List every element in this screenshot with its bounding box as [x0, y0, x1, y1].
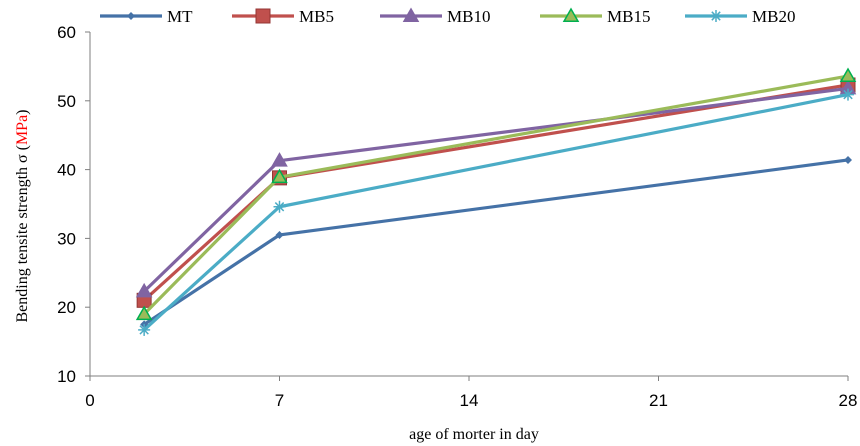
data-point-mb15	[839, 67, 857, 83]
series	[135, 67, 857, 336]
x-tick-label: 7	[275, 391, 284, 410]
legend-marker-mb5	[255, 8, 271, 24]
legend-label-mb5: MB5	[299, 7, 334, 26]
y-tick-label: 10	[57, 367, 76, 386]
legend-marker-mt	[127, 12, 135, 20]
y-tick-label: 30	[57, 229, 76, 248]
series-line-mb10	[143, 86, 849, 293]
legend-item-mt: MT	[100, 7, 193, 26]
series-line-mb5	[143, 83, 849, 302]
series-mb20	[138, 88, 854, 336]
legend-item-mb10: MB10	[380, 7, 490, 26]
data-point-mb20	[842, 88, 854, 101]
legend-item-mb20: MB20	[685, 7, 795, 26]
legend-marker-mb10	[402, 7, 420, 22]
data-point-mb15	[135, 305, 153, 321]
series-line-mb15	[143, 74, 849, 316]
legend: MT MB5 MB10 MB15 MB20	[100, 7, 795, 26]
x-tick-label: 21	[649, 391, 668, 410]
data-point-mb10	[135, 282, 153, 298]
x-tick-label: 28	[839, 391, 858, 410]
legend-item-mb5: MB5	[232, 7, 334, 26]
y-tick-label: 50	[57, 92, 76, 111]
y-tick-label: 40	[57, 161, 76, 180]
legend-marker-mb15	[562, 7, 580, 22]
y-axis-title: Bending tensite strength σ (MPa)	[14, 109, 31, 322]
data-point-mb20	[138, 323, 151, 336]
legend-marker-mb20	[710, 10, 722, 22]
y-axis-title-prefix: Bending tensite strength σ (	[14, 145, 31, 322]
y-axis-title-unit: MPa	[14, 115, 31, 145]
data-point-mt	[844, 155, 852, 164]
x-tick-label: 0	[85, 391, 94, 410]
x-axis-title: age of morter in day	[409, 426, 539, 443]
legend-label-mb10: MB10	[447, 7, 490, 26]
series-line-mb20	[143, 93, 849, 332]
y-tick-label: 60	[57, 23, 76, 42]
legend-label-mb15: MB15	[607, 7, 650, 26]
series-mt	[140, 155, 852, 329]
axes	[89, 32, 848, 377]
data-point-mb15	[271, 168, 288, 184]
data-point-mb20	[273, 200, 286, 213]
legend-label-mb20: MB20	[752, 7, 795, 26]
y-tick-label: 20	[57, 298, 76, 317]
legend-label-mt: MT	[167, 7, 193, 26]
y-axis-title-suffix: )	[14, 109, 31, 114]
data-point-mt	[275, 230, 284, 239]
series-line-mt	[143, 158, 849, 326]
data-point-mb10	[271, 152, 288, 167]
x-tick-label: 14	[460, 391, 479, 410]
legend-item-mb15: MB15	[540, 7, 650, 26]
ticks: 10 20 30 40 50 60 0 7 14 21 28	[57, 23, 857, 410]
series-mb15	[135, 67, 857, 321]
